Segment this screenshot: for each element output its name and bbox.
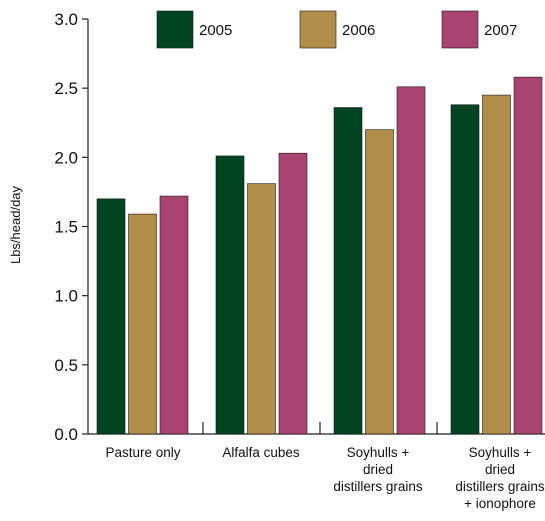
- legend-swatch-2005: [156, 10, 194, 49]
- legend-label-2005: 2005: [199, 22, 232, 39]
- bar-2006-1: [247, 183, 276, 435]
- x-category-label-line: + ionophore: [464, 496, 536, 511]
- y-tick-label: 0.5: [54, 356, 78, 375]
- y-axis-title: Lbs/head/day: [8, 185, 23, 264]
- bar-2007-2: [396, 86, 426, 435]
- legend-label-2006: 2006: [342, 22, 375, 39]
- bar-2006-2: [365, 129, 394, 435]
- x-category-label-line: dried: [363, 462, 393, 477]
- x-axis-labels: Pasture only Alfalfa cubes Soyhulls + dried…: [105, 422, 545, 511]
- x-category-label: Soyhulls + dried distillers grains + ionoph…: [455, 445, 545, 511]
- x-category-label-line: Soyhulls +: [469, 445, 532, 460]
- y-tick-label: 2.0: [54, 148, 78, 167]
- legend-swatch-2006: [299, 10, 337, 49]
- bar-2006-0: [128, 213, 157, 435]
- x-category-label-line: Soyhulls +: [347, 445, 410, 460]
- x-category-label: Pasture only: [105, 445, 180, 460]
- x-category-label-line: distillers grains: [333, 479, 423, 494]
- legend-label-2007: 2007: [484, 22, 517, 39]
- bar-2005-2: [333, 107, 363, 435]
- y-tick-label: 1.5: [54, 218, 78, 237]
- bar-2005-3: [450, 104, 480, 435]
- x-category-label-line: Pasture only: [105, 445, 180, 460]
- bar-2007-3: [513, 76, 543, 435]
- x-category-label: Alfalfa cubes: [222, 445, 300, 460]
- legend-swatch-2007: [441, 10, 479, 49]
- bar-2005-1: [215, 155, 245, 435]
- legend: 2005 2006 2007: [156, 10, 517, 49]
- y-tick-label: 3.0: [54, 10, 78, 29]
- y-tick-label: 1.0: [54, 287, 78, 306]
- x-category-label-line: dried: [485, 462, 515, 477]
- y-tick-label: 2.5: [54, 79, 78, 98]
- bars: [96, 76, 543, 435]
- bar-2006-3: [482, 94, 511, 435]
- bar-2007-0: [159, 195, 189, 435]
- y-axis-ticks: 0.0 0.5 1.0 1.5 2.0 2.5 3.0: [54, 10, 88, 444]
- y-tick-label: 0.0: [54, 425, 78, 444]
- bar-2005-0: [96, 198, 126, 435]
- x-category-label-line: distillers grains: [455, 479, 545, 494]
- x-category-label-line: Alfalfa cubes: [222, 445, 300, 460]
- x-category-label: Soyhulls + dried distillers grains: [333, 445, 423, 494]
- bar-2007-1: [278, 152, 308, 435]
